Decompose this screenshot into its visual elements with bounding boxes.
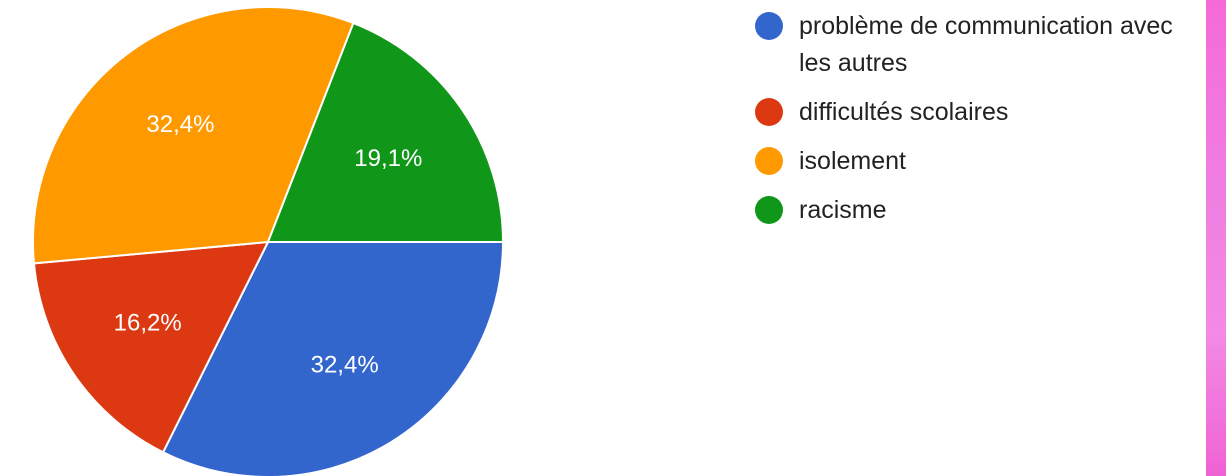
legend-label-racisme: racisme xyxy=(799,196,887,224)
legend-swatch-communication xyxy=(755,12,783,40)
legend-item-difficultes-scolaires[interactable]: difficultés scolaires xyxy=(755,94,1195,131)
legend-label-difficultes-scolaires: difficultés scolaires xyxy=(799,98,1009,126)
pie-slice-isolement[interactable] xyxy=(32,6,355,265)
legend-label-communication: problème de communication avec les autre… xyxy=(799,12,1173,77)
legend: problème de communication avec les autre… xyxy=(755,8,1195,241)
legend-label-isolement: isolement xyxy=(799,147,906,175)
legend-item-communication[interactable]: problème de communication avec les autre… xyxy=(755,8,1195,82)
pie-slice-label-difficultes-scolaires: 16,2% xyxy=(114,310,182,337)
pie-slice-label-isolement: 32,4% xyxy=(146,111,214,138)
legend-swatch-isolement xyxy=(755,147,783,175)
pie-slice-label-communication: 32,4% xyxy=(311,351,379,378)
pie-slice-labels: 32,4% 16,2% 32,4% 19,1% xyxy=(114,111,423,378)
legend-item-isolement[interactable]: isolement xyxy=(755,143,1195,180)
legend-swatch-racisme xyxy=(755,196,783,224)
pie-slice-difficultes-scolaires[interactable] xyxy=(32,240,270,454)
pie-slices xyxy=(32,6,505,476)
legend-swatch-difficultes-scolaires xyxy=(755,98,783,126)
pie-slice-racisme[interactable] xyxy=(266,21,505,243)
pie-slice-label-racisme: 19,1% xyxy=(354,145,422,172)
decorative-side-strip xyxy=(1206,0,1226,476)
pie-chart: 32,4% 16,2% 32,4% 19,1% xyxy=(32,6,505,476)
legend-item-racisme[interactable]: racisme xyxy=(755,192,1195,229)
pie-slice-communication[interactable] xyxy=(161,241,505,476)
